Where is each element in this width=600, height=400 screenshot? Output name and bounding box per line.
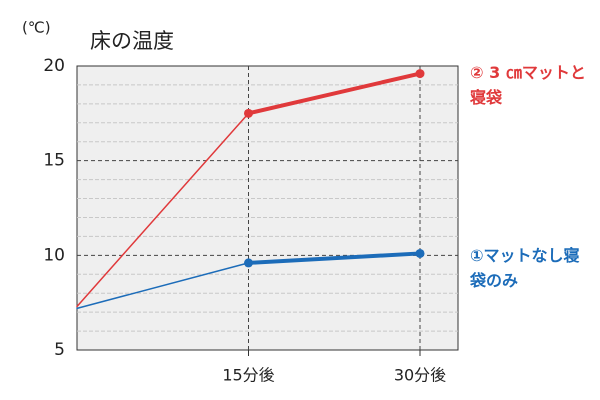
data-point [415,248,425,258]
line-segment [246,71,422,116]
x-tick-label: 30分後 [394,366,446,385]
y-unit: (℃) [22,19,51,37]
data-point [244,108,253,118]
legend-label: ①マットなし寝袋のみ [470,246,580,290]
line-segment [246,251,422,265]
y-tick-label: 5 [54,340,65,360]
line-segment [76,112,250,308]
y-tick-label: 20 [43,56,65,76]
data-point [415,69,425,79]
x-tick-label: 15分後 [222,366,274,385]
legend-label: ② 3 ㎝マットと寝袋 [470,63,586,107]
plot-area [76,65,459,351]
line-segment [76,262,250,310]
y-tick-label: 15 [43,151,65,171]
chart-title: 床の温度 [90,29,174,53]
y-tick-label: 10 [43,245,65,265]
data-point [244,258,253,268]
